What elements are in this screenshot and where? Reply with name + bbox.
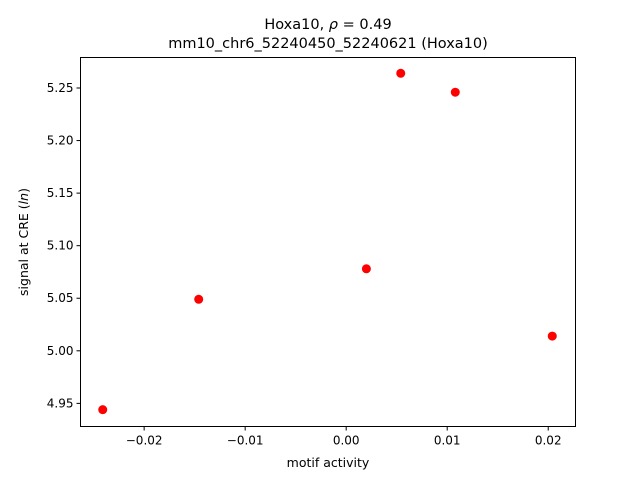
x-axis: −0.02 −0.01 0.00 0.01 0.02 [126,426,562,448]
data-point-3 [361,264,371,274]
x-tick-label: −0.02 [126,434,163,448]
y-tick-label: 5.25 [47,81,74,95]
y-axis-label: signal at CRE (ln) [16,188,31,296]
title-rho-symbol: ρ [329,17,339,33]
y-label-suffix: ) [16,188,31,193]
y-label-ln: ln [16,193,31,204]
data-point-4 [396,68,406,78]
data-point-2 [194,294,204,304]
y-tick-label: 5.10 [47,239,74,253]
title-rho-value: = 0.49 [338,17,392,33]
x-tick-label: 0.02 [535,434,562,448]
y-tick-label: 5.05 [47,291,74,305]
y-axis: 4.95 5.00 5.05 5.10 5.15 5.20 5.25 [47,81,81,410]
y-tick-label: 4.95 [47,396,74,410]
data-point-6 [547,331,557,341]
plot-area [98,68,557,415]
y-label-prefix: signal at CRE ( [16,204,31,296]
x-tick-label: 0.01 [434,434,461,448]
x-tick-label: 0.00 [333,434,360,448]
y-tick-label: 5.00 [47,344,74,358]
title-gene: Hoxa10, [264,17,328,33]
x-tick-label: −0.01 [227,434,264,448]
chart-title-line1: Hoxa10, ρ = 0.49 [264,17,391,33]
y-tick-label: 5.15 [47,186,74,200]
data-point-1 [98,405,108,415]
chart-title-line2: mm10_chr6_52240450_52240621 (Hoxa10) [168,36,488,52]
data-point-5 [450,87,460,97]
y-tick-label: 5.20 [47,134,74,148]
x-axis-label: motif activity [287,455,370,470]
plot-frame [80,57,576,427]
